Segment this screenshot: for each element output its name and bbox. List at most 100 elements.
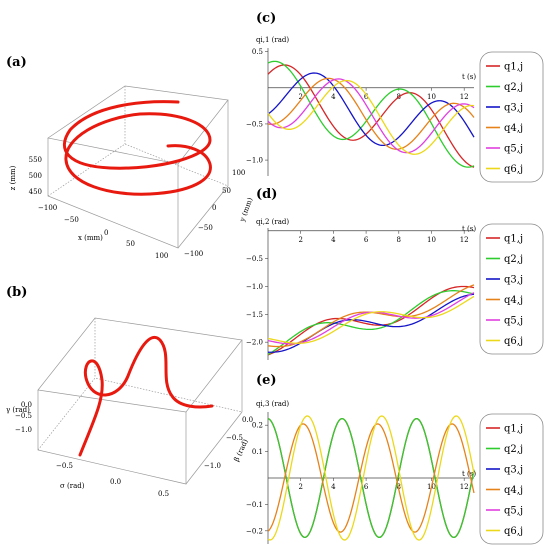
panel-a-y-label: y (mm)	[238, 196, 254, 223]
panel-b-x-tick-m05: −0.5	[56, 462, 73, 470]
panel-b-x-tick-0: 0.0	[110, 478, 121, 486]
panel-b-y-tick-m05: −0.5	[226, 434, 243, 442]
series-d-q4	[267, 284, 475, 348]
y-tick-label-e: 0.2	[252, 422, 263, 430]
y-tick-label-e: 0.1	[252, 448, 263, 456]
panel-b-z-tick-m10: −1.0	[15, 426, 32, 434]
x-tick-label-d: 12	[460, 236, 469, 244]
panel-a-z-tick-500: 500	[29, 172, 42, 180]
chart-d-plot: 2 4 6 8 10 12 −0.5 −1.0 −1.5 −2.0	[246, 228, 475, 360]
panel-b-y-tick-m10: −1.0	[204, 462, 221, 470]
legend-label: q3,j	[504, 465, 523, 476]
x-tick-label-d: 4	[331, 236, 336, 244]
x-tick-label-d: 2	[298, 236, 302, 244]
panel-b-box	[37, 317, 243, 485]
panel-b-z-tick-m05: −0.5	[15, 412, 32, 420]
panel-label-e: (e)	[256, 373, 277, 388]
legend-c: q1,j q2,j q3,j q4,j q5,j q6,j	[479, 51, 544, 183]
helix-trajectory	[63, 100, 212, 196]
panel-a-x-tick-100: 100	[155, 252, 168, 260]
series-d-q2	[267, 290, 475, 356]
x-tick-label-e: 2	[298, 483, 302, 491]
legend-e: q1,j q2,j q3,j q4,j q5,j q6,j	[479, 413, 544, 545]
panel-a-x-tick-m50: −50	[64, 216, 79, 224]
legend-label: q5,j	[504, 144, 523, 155]
panel-label-b: (b)	[6, 285, 27, 300]
panel-a-z-tick-450: 450	[29, 188, 42, 196]
y-tick-label-c: −1.0	[246, 157, 263, 165]
legend-label: q4,j	[504, 485, 523, 496]
x-tick-label-d: 8	[397, 236, 401, 244]
x-tick-label-e: 4	[331, 483, 336, 491]
y-tick-label-c: 0.5	[252, 48, 263, 56]
series-e-q2	[267, 417, 475, 539]
y-tick-label-e: −0.1	[246, 501, 263, 509]
y-tick-label-c: −0.5	[246, 120, 263, 128]
panel-a-y-tick-m100: −100	[184, 250, 203, 258]
panel-b-x-label: σ (rad)	[60, 482, 85, 490]
y-tick-label-e: −0.2	[246, 527, 263, 535]
legend-label: q2,j	[504, 254, 523, 265]
chart-e-plot: 2 4 6 8 10 120.20.1−0.1−0.2	[246, 412, 475, 544]
panel-label-c: (c)	[256, 11, 276, 26]
series-d-q6	[267, 295, 475, 344]
legend-label: q5,j	[504, 506, 523, 517]
series-e-q4	[267, 423, 475, 533]
y-tick-label-d: −2.0	[246, 339, 263, 347]
panel-label-a: (a)	[6, 55, 27, 70]
series-c-q3	[267, 72, 475, 147]
panel-a-x-tick-50: 50	[126, 240, 135, 248]
legend-label: q2,j	[504, 444, 523, 455]
y-tick-label-d: −1.5	[246, 311, 263, 319]
x-tick-label-c: 12	[460, 93, 469, 101]
legend-label: q2,j	[504, 82, 523, 93]
x-tick-label-d: 6	[364, 236, 369, 244]
legend-label: q3,j	[504, 275, 523, 286]
y-tick-label-d: −1.0	[246, 283, 263, 291]
panel-a-y-tick-0: 0	[212, 204, 216, 212]
panel-a-y-tick-100: 100	[232, 169, 245, 177]
panel-a-x-tick-m100: −100	[38, 204, 57, 212]
panel-a-y-tick-m50: −50	[198, 224, 213, 232]
series-c-q5	[267, 78, 475, 154]
chart-d-xlabel: t (s)	[462, 225, 476, 233]
panel-a-x-label: x (mm)	[78, 234, 103, 242]
legend-label: q6,j	[504, 526, 523, 537]
panel-b-z-label: γ (rad)	[6, 406, 30, 414]
x-tick-label-e: 12	[460, 483, 469, 491]
x-tick-label-c: 6	[364, 93, 369, 101]
series-c-q4	[267, 77, 475, 150]
x-tick-label-c: 10	[427, 93, 436, 101]
x-tick-label-c: 2	[298, 93, 302, 101]
x-tick-label-e: 6	[364, 483, 369, 491]
chart-d-ylabel: qi,2 (rad)	[256, 218, 289, 226]
chart-c-xlabel: t (s)	[462, 73, 476, 81]
panel-label-d: (d)	[256, 187, 277, 202]
legend-label: q1,j	[504, 234, 523, 245]
x-tick-label-d: 10	[427, 236, 436, 244]
panel-b-y-tick-0: 0.0	[242, 416, 253, 424]
panel-a-x-tick-0: 0	[104, 229, 108, 237]
series-c-q2	[267, 60, 475, 168]
legend-label: q5,j	[504, 316, 523, 327]
panel-a-z-label: z (mm)	[9, 165, 17, 190]
panel-b-z-tick-0: 0.0	[21, 401, 32, 409]
chart-e-ylabel: qi,3 (rad)	[256, 400, 289, 408]
y-tick-label-d: −0.5	[246, 255, 263, 263]
legend-label: q1,j	[504, 62, 523, 73]
panel-a-y-tick-50: 50	[222, 187, 231, 195]
legend-label: q4,j	[504, 123, 523, 134]
legend-label: q1,j	[504, 424, 523, 435]
x-tick-label-c: 4	[331, 93, 336, 101]
series-c-q6	[267, 79, 475, 155]
chart-c-ylabel: qi,1 (rad)	[256, 36, 289, 44]
legend-label: q3,j	[504, 103, 523, 114]
legend-label: q6,j	[504, 336, 523, 347]
panel-a-box	[47, 85, 229, 249]
legend-label: q6,j	[504, 164, 523, 175]
legend-label: q4,j	[504, 295, 523, 306]
panel-b-x-tick-05: 0.5	[158, 490, 169, 498]
series-e-q6	[267, 415, 475, 541]
orientation-trajectory	[78, 336, 214, 457]
